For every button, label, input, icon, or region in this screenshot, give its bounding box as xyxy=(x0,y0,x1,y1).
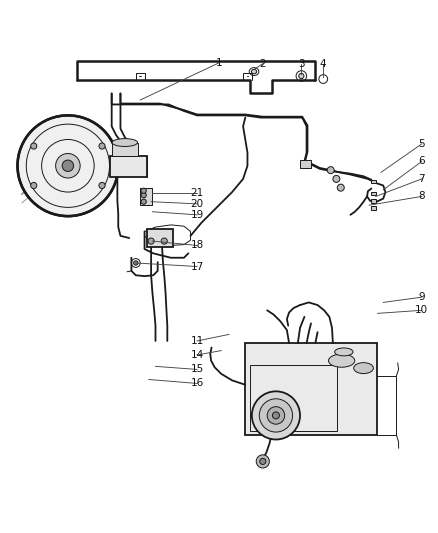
Text: 10: 10 xyxy=(415,305,428,316)
Circle shape xyxy=(141,188,146,193)
Circle shape xyxy=(327,167,334,174)
Circle shape xyxy=(161,238,167,244)
Ellipse shape xyxy=(335,348,353,356)
Circle shape xyxy=(267,407,285,424)
Text: 1: 1 xyxy=(215,58,223,68)
Circle shape xyxy=(260,458,266,464)
Text: 19: 19 xyxy=(191,210,204,220)
Text: 4: 4 xyxy=(320,59,327,69)
Ellipse shape xyxy=(353,362,373,374)
Text: 14: 14 xyxy=(191,350,204,360)
Circle shape xyxy=(99,143,105,149)
Ellipse shape xyxy=(251,69,257,74)
Circle shape xyxy=(337,184,344,191)
Text: 11: 11 xyxy=(191,336,204,346)
Circle shape xyxy=(31,143,37,149)
Circle shape xyxy=(31,182,37,189)
Circle shape xyxy=(333,175,340,182)
Bar xyxy=(371,180,376,183)
Text: 7: 7 xyxy=(418,174,425,184)
Circle shape xyxy=(62,160,74,172)
Ellipse shape xyxy=(112,139,138,147)
Bar xyxy=(250,365,337,431)
Text: 21: 21 xyxy=(191,188,204,198)
Circle shape xyxy=(299,74,304,78)
Circle shape xyxy=(56,154,80,178)
Circle shape xyxy=(141,199,146,204)
Ellipse shape xyxy=(328,354,355,367)
Bar xyxy=(371,206,376,209)
Text: 15: 15 xyxy=(191,365,204,374)
Bar xyxy=(110,156,147,177)
Circle shape xyxy=(18,115,118,216)
Circle shape xyxy=(259,399,293,432)
Circle shape xyxy=(272,412,279,419)
Bar xyxy=(147,229,173,247)
Circle shape xyxy=(99,182,105,189)
Bar xyxy=(245,343,377,435)
Text: 16: 16 xyxy=(191,378,204,389)
Text: 20: 20 xyxy=(191,199,204,209)
Text: 3: 3 xyxy=(298,59,305,69)
Bar xyxy=(371,199,376,203)
Bar xyxy=(300,160,311,168)
Bar xyxy=(140,188,152,205)
Bar xyxy=(112,142,138,156)
Text: 6: 6 xyxy=(418,156,425,166)
Circle shape xyxy=(141,192,146,198)
Text: 5: 5 xyxy=(418,139,425,149)
Circle shape xyxy=(134,261,138,265)
Circle shape xyxy=(252,391,300,440)
Text: 17: 17 xyxy=(191,262,204,271)
Circle shape xyxy=(148,238,154,244)
Text: 2: 2 xyxy=(259,59,266,69)
Text: 18: 18 xyxy=(191,240,204,251)
Bar xyxy=(371,191,376,195)
Text: 8: 8 xyxy=(418,191,425,201)
Circle shape xyxy=(256,455,269,468)
Text: 9: 9 xyxy=(418,292,425,302)
